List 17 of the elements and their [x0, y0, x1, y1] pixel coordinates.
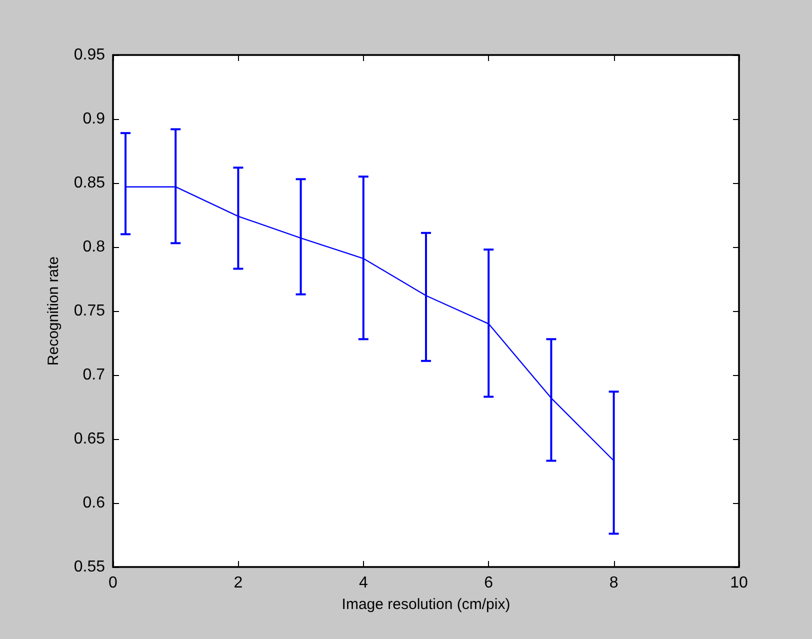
y-tick-label: 0.55	[74, 558, 106, 576]
y-tick-label: 0.95	[74, 46, 106, 64]
y-axis-title: Recognition rate	[45, 256, 62, 366]
y-tick-label: 0.75	[74, 302, 106, 320]
y-tick-label: 0.8	[82, 238, 106, 256]
y-tick-label: 0.9	[82, 110, 106, 128]
y-tick-label: 0.85	[74, 174, 106, 192]
x-tick-label: 2	[234, 574, 243, 592]
y-tick-label: 0.65	[74, 430, 106, 448]
y-tick-label: 0.7	[82, 366, 106, 384]
x-tick-label: 0	[108, 574, 118, 592]
x-tick-label: 6	[484, 574, 494, 592]
x-axis-title: Image resolution (cm/pix)	[342, 596, 510, 613]
x-tick-label: 10	[730, 574, 748, 592]
x-tick-label: 8	[609, 574, 618, 592]
x-tick-label: 4	[358, 574, 368, 592]
y-tick-label: 0.6	[82, 494, 106, 512]
